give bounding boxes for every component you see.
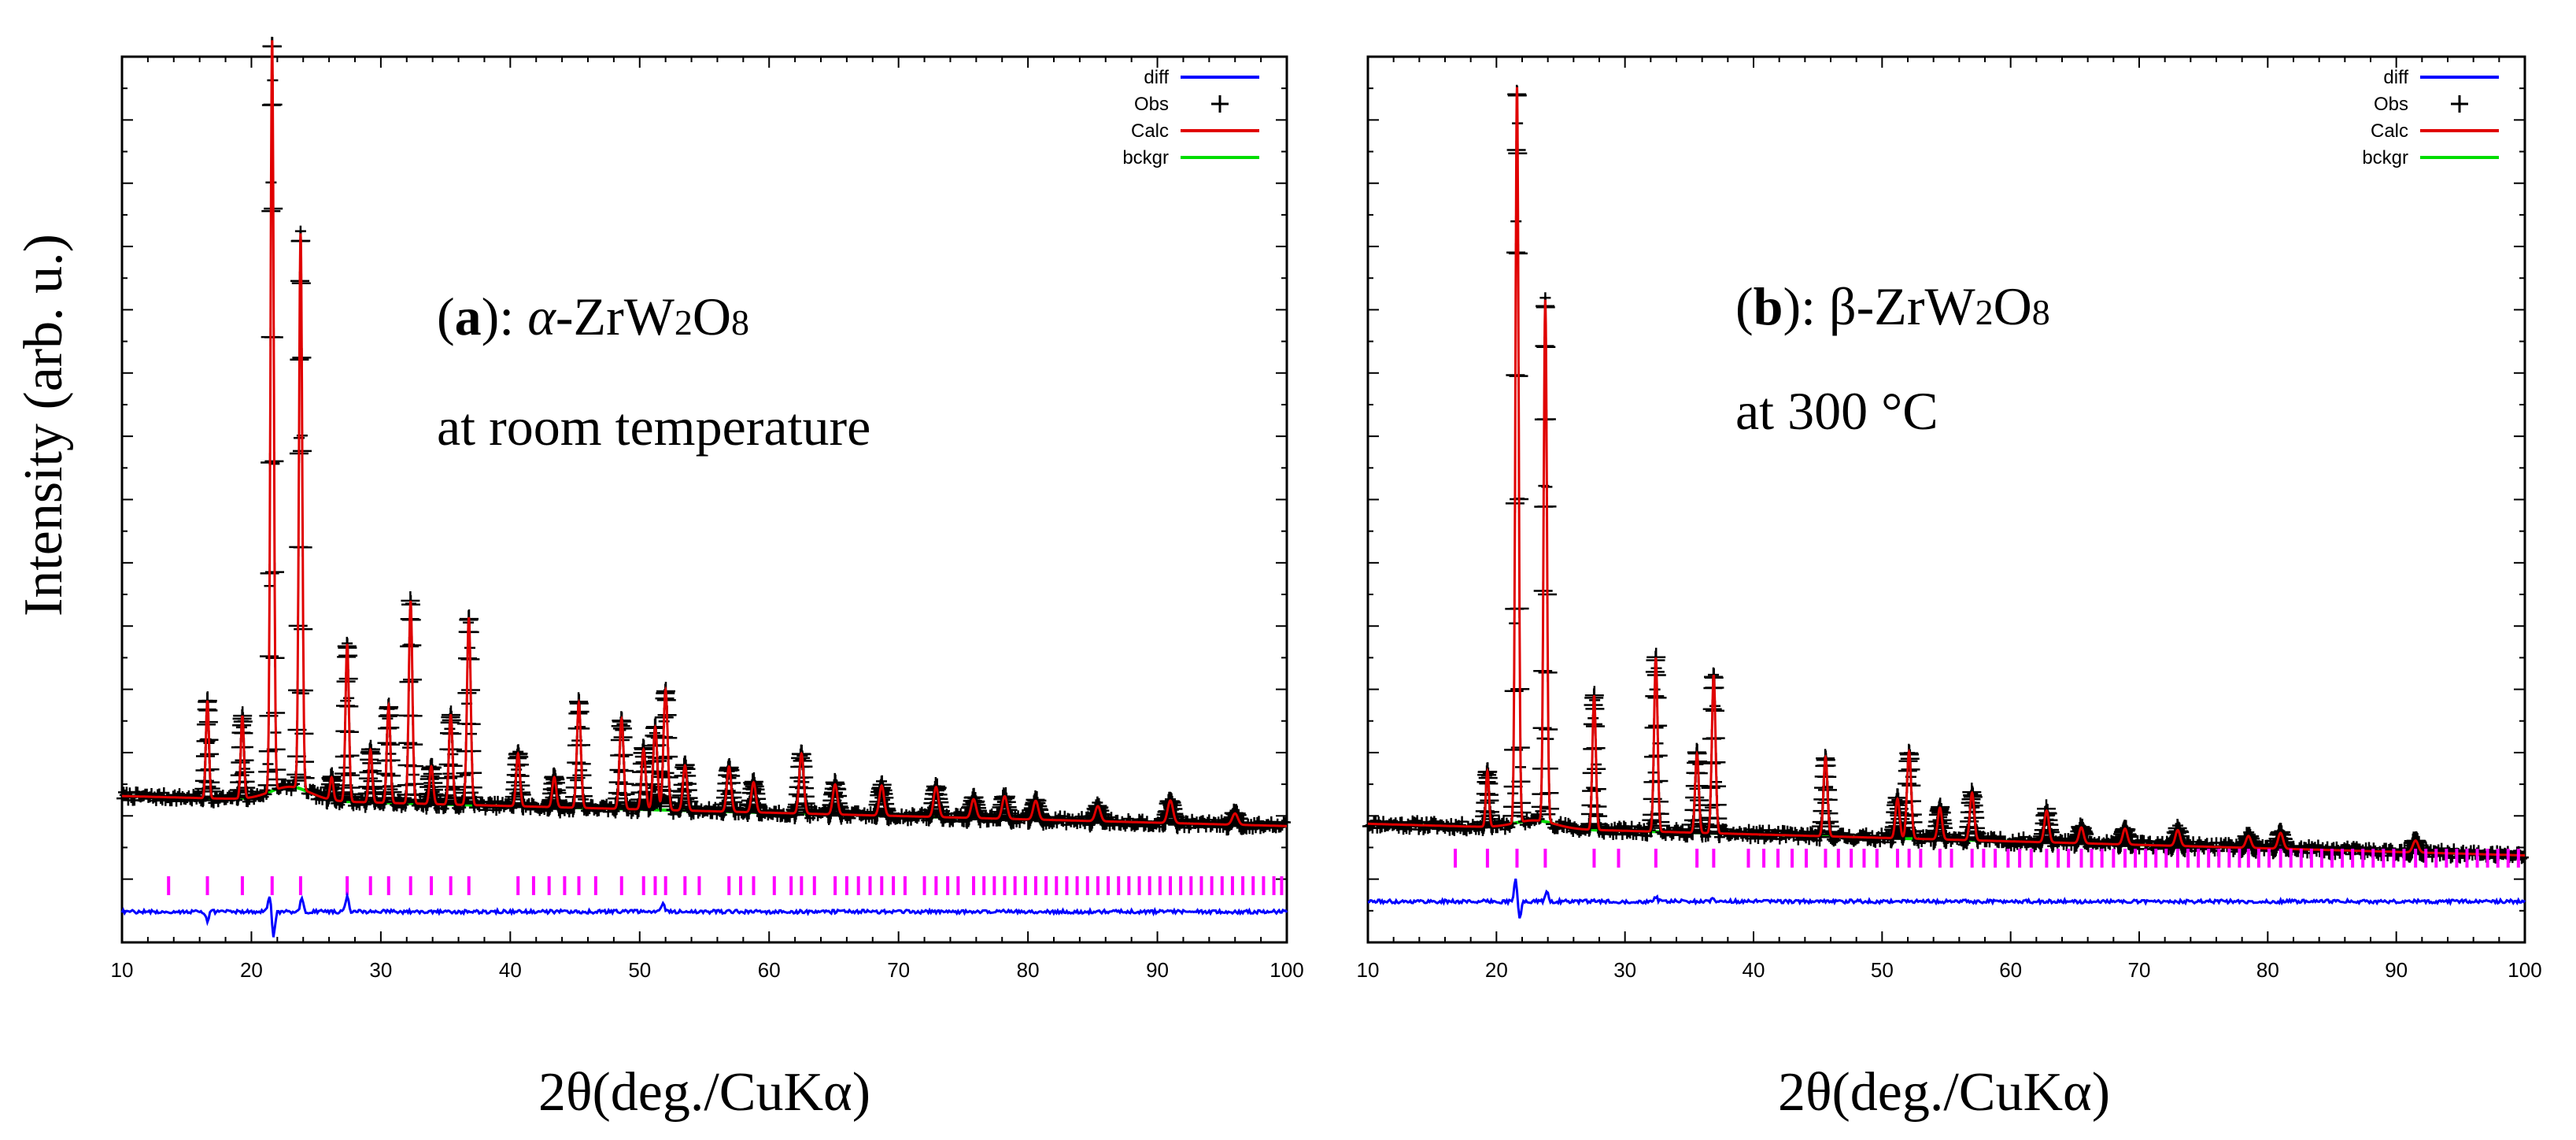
legend-label-diff: diff — [2383, 67, 2408, 88]
legend-label-bckgr: bckgr — [1122, 147, 1169, 168]
calculated-layer — [1368, 87, 2525, 857]
panel-a: 10 20 30 40 50 60 70 80 90 100 diff Obs Calc bckgr (… — [111, 36, 1304, 1123]
observed-crosses — [1362, 84, 2529, 864]
calculated-curve — [1368, 87, 2525, 857]
x-tick-label: 70 — [887, 958, 910, 982]
formula-o: O — [693, 287, 731, 346]
panel-title-line2: at 300 °C — [1735, 381, 1938, 441]
tick-marks — [1367, 56, 2526, 943]
subscript-2: 2 — [1975, 292, 1994, 332]
x-tick-label: 100 — [2508, 958, 2541, 982]
x-tick-label: 90 — [1146, 958, 1169, 982]
formula-o: O — [1994, 276, 2032, 336]
x-tick-label: 10 — [111, 958, 134, 982]
formula-zrw: -ZrW — [556, 287, 675, 346]
panel-letter: b — [1754, 276, 1783, 336]
x-tick-label: 60 — [1999, 958, 2022, 982]
difference-layer — [1367, 878, 2526, 919]
x-tick-labels: 10 20 30 40 50 60 70 80 90 100 — [1357, 958, 2542, 982]
x-tick-label: 40 — [1743, 958, 1765, 982]
legend-swatch-Obs — [2451, 95, 2468, 113]
x-tick-label: 50 — [628, 958, 651, 982]
paren-close: ): — [1783, 276, 1829, 336]
difference-layer — [120, 891, 1288, 938]
subscript-8: 8 — [2032, 292, 2050, 332]
x-tick-label: 30 — [1613, 958, 1636, 982]
legend-label-bckgr: bckgr — [2362, 147, 2408, 168]
difference-curve — [120, 891, 1288, 938]
x-tick-label: 20 — [240, 958, 263, 982]
paren-open: ( — [1735, 276, 1754, 336]
x-tick-label: 80 — [2256, 958, 2279, 982]
x-tick-label: 30 — [369, 958, 392, 982]
x-tick-label: 80 — [1017, 958, 1040, 982]
subscript-2: 2 — [674, 302, 693, 342]
panel-b: 10 20 30 40 50 60 70 80 90 100 diff Obs Calc bckgr (… — [1357, 55, 2542, 1123]
x-tick-label: 60 — [758, 958, 781, 982]
difference-curve — [1367, 878, 2526, 919]
x-tick-label: 90 — [2385, 958, 2408, 982]
x-tick-label: 20 — [1485, 958, 1508, 982]
x-tick-label: 40 — [499, 958, 522, 982]
legend-label-Calc: Calc — [1131, 120, 1169, 142]
panel-title-line2: at room temperature — [437, 397, 870, 457]
panel-title-line1: (a): α-ZrW2O8 — [437, 287, 749, 346]
phase-symbol: α — [527, 287, 556, 346]
calculated-curve — [122, 40, 1287, 827]
reflection-ticks — [1454, 849, 2520, 868]
x-axis-title: 2θ(deg./CuKα) — [1778, 1062, 2110, 1123]
calculated-layer — [122, 40, 1287, 827]
subscript-8: 8 — [731, 302, 749, 342]
x-tick-label: 50 — [1871, 958, 1894, 982]
x-tick-label: 10 — [1357, 958, 1380, 982]
legend-label-Obs: Obs — [2374, 94, 2408, 115]
legend-label-Obs: Obs — [1134, 94, 1169, 115]
legend-swatch-Obs — [1211, 95, 1229, 113]
y-axis-title: Intensity (arb. u.) — [13, 234, 74, 616]
panel-letter: a — [455, 287, 482, 346]
legend: diff Obs Calc bckgr — [2362, 67, 2499, 168]
x-tick-labels: 10 20 30 40 50 60 70 80 90 100 — [111, 958, 1304, 982]
phase-symbol: β — [1829, 276, 1857, 336]
x-axis-title: 2θ(deg./CuKα) — [538, 1062, 870, 1123]
paren-open: ( — [437, 287, 455, 346]
reflection-ticks — [167, 876, 1284, 895]
formula-zrw: -ZrW — [1857, 276, 1976, 336]
legend-label-Calc: Calc — [2371, 120, 2408, 142]
x-tick-label: 70 — [2128, 958, 2151, 982]
legend-label-diff: diff — [1144, 67, 1169, 88]
legend: diff Obs Calc bckgr — [1122, 67, 1259, 168]
paren-close: ): — [482, 287, 528, 346]
x-tick-label: 100 — [1270, 958, 1303, 982]
observed-layer — [1362, 84, 2529, 864]
panel-title-line1: (b): β-ZrW2O8 — [1735, 276, 2050, 336]
